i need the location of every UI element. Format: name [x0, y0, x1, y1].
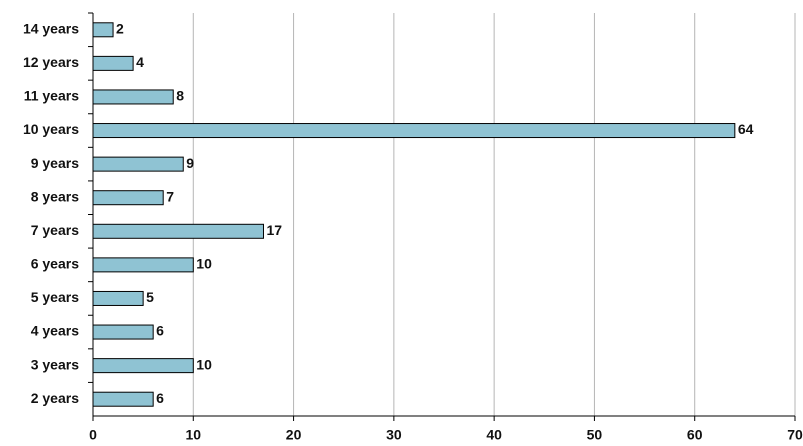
x-tick-label: 10	[185, 427, 201, 443]
bar	[92, 391, 154, 407]
y-tick-label: 6 years	[31, 256, 79, 272]
bar	[92, 22, 114, 38]
x-tick-label: 40	[486, 427, 502, 443]
y-tick-label: 9 years	[31, 155, 79, 171]
y-tick-label: 2 years	[31, 390, 79, 406]
bar	[92, 123, 736, 139]
data-label: 5	[146, 289, 154, 305]
y-tick-label: 8 years	[31, 188, 79, 204]
bar	[92, 89, 174, 105]
bar	[92, 190, 164, 206]
x-tick-label: 50	[587, 427, 603, 443]
data-label: 6	[156, 323, 164, 339]
data-label: 4	[136, 54, 144, 70]
y-tick-label: 14 years	[23, 20, 79, 36]
y-tick-label: 3 years	[31, 356, 79, 372]
bar	[92, 257, 194, 273]
y-tick-label: 10 years	[23, 121, 79, 137]
data-label: 17	[266, 222, 282, 238]
x-tick-label: 30	[386, 427, 402, 443]
data-label: 7	[166, 188, 174, 204]
bar	[92, 290, 144, 306]
data-label: 9	[186, 155, 194, 171]
x-tick-label: 70	[787, 427, 803, 443]
bar	[92, 358, 194, 374]
y-tick-label: 5 years	[31, 289, 79, 305]
data-label: 8	[176, 88, 184, 104]
bar	[92, 223, 264, 239]
y-tick-label: 11 years	[24, 88, 79, 104]
x-tick-label: 20	[286, 427, 302, 443]
y-tick-label: 4 years	[31, 323, 79, 339]
y-tick-label: 7 years	[31, 222, 79, 238]
bar	[92, 156, 184, 172]
y-tick-label: 12 years	[23, 54, 79, 70]
data-label: 64	[738, 121, 754, 137]
data-label: 10	[196, 356, 212, 372]
data-label: 6	[156, 390, 164, 406]
bar	[92, 55, 134, 71]
bar	[92, 324, 154, 340]
x-tick-label: 60	[687, 427, 703, 443]
data-label: 10	[196, 256, 212, 272]
x-tick-label: 0	[89, 427, 97, 443]
data-label: 2	[116, 20, 124, 36]
